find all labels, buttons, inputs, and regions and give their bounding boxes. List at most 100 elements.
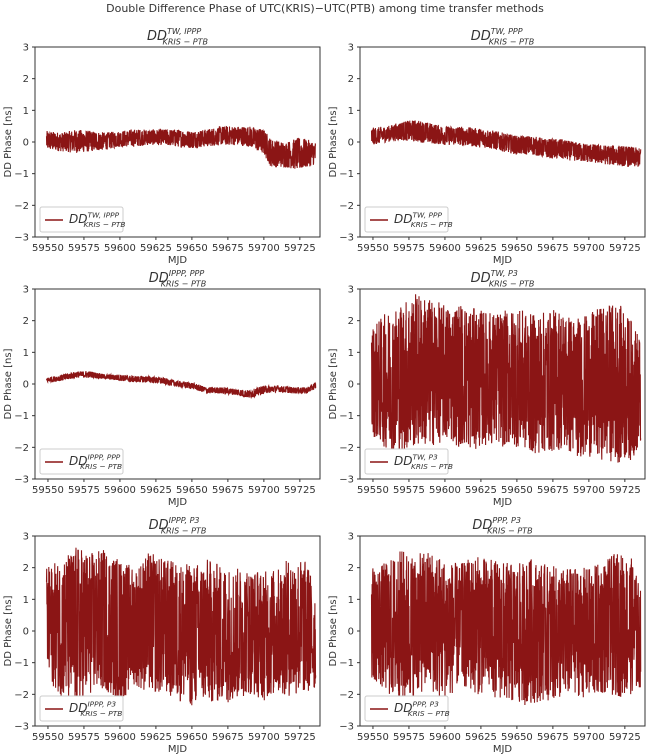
data-series-line	[45, 125, 317, 169]
y-tick-label: −2	[339, 201, 354, 212]
x-tick-label: 59675	[537, 243, 569, 254]
x-tick-label: 59650	[176, 732, 208, 743]
legend-label-sup: IPPP, P3	[87, 700, 116, 709]
legend-label-sup: TW, IPPP	[87, 211, 119, 220]
x-tick-label: 59575	[68, 485, 100, 496]
data-series-line	[370, 120, 642, 167]
y-axis-label: DD Phase [ns]	[3, 106, 14, 177]
x-tick-label: 59600	[104, 732, 136, 743]
y-tick-label: 3	[23, 532, 29, 543]
x-tick-label: 59600	[104, 243, 136, 254]
subplot-title-sup: TW, PPP	[491, 27, 523, 36]
legend-label-main: DD	[69, 454, 87, 468]
y-tick-label: −2	[14, 443, 29, 454]
data-series-line	[370, 294, 642, 463]
legend-label-sub: KRIS − PTB	[80, 462, 122, 471]
legend-label-sup: TW, PPP	[412, 211, 442, 220]
y-axis-label: DD Phase [ns]	[3, 595, 14, 666]
x-axis-label: MJD	[168, 744, 188, 754]
x-tick-label: 59550	[357, 732, 389, 743]
x-tick-label: 59700	[248, 485, 280, 496]
y-tick-label: −3	[14, 722, 29, 733]
subplot-title-main: DD	[149, 518, 169, 533]
y-tick-label: −1	[339, 658, 354, 669]
legend-label-main: DD	[394, 212, 412, 226]
x-tick-label: 59725	[284, 732, 316, 743]
y-tick-label: −2	[339, 443, 354, 454]
x-tick-label: 59675	[537, 732, 569, 743]
subplot-title: DDPPP, P3 KRIS − PTB	[472, 516, 533, 535]
x-tick-label: 59650	[501, 243, 533, 254]
x-tick-label: 59575	[393, 243, 425, 254]
legend-label: DDTW, PPP KRIS − PTB	[394, 211, 453, 230]
y-tick-label: −1	[14, 411, 29, 422]
y-tick-label: 2	[348, 563, 354, 574]
x-tick-label: 59650	[501, 485, 533, 496]
legend: DDPPP, P3 KRIS − PTB	[364, 695, 450, 722]
x-tick-label: 59625	[465, 485, 497, 496]
legend-label-main: DD	[394, 701, 412, 715]
y-tick-label: −3	[339, 475, 354, 486]
legend: DDIPPP, P3 KRIS − PTB	[39, 695, 124, 722]
y-tick-label: 3	[348, 43, 354, 54]
y-tick-label: −3	[14, 475, 29, 486]
y-axis-label: DD Phase [ns]	[328, 348, 339, 419]
legend: DDTW, P3 KRIS − PTB	[364, 448, 453, 475]
x-tick-label: 59700	[573, 732, 605, 743]
y-tick-label: −1	[339, 169, 354, 180]
x-axis-label: MJD	[493, 255, 513, 266]
x-axis-label: MJD	[493, 497, 513, 508]
legend-label: DDIPPP, PPP KRIS − PTB	[69, 453, 122, 472]
subplot-title-main: DD	[147, 29, 167, 44]
y-tick-label: −3	[339, 233, 354, 244]
y-tick-label: 0	[23, 138, 29, 149]
subplot-title-sup: TW, IPPP	[167, 27, 201, 36]
y-tick-label: −3	[339, 722, 354, 733]
subplot-title-main: DD	[472, 518, 492, 533]
data-series-line	[370, 551, 642, 706]
y-tick-label: −1	[14, 658, 29, 669]
y-tick-label: 2	[23, 74, 29, 85]
legend-label: DDTW, IPPP KRIS − PTB	[69, 211, 126, 230]
x-tick-label: 59675	[212, 243, 244, 254]
legend: DDTW, PPP KRIS − PTB	[364, 206, 453, 233]
subplot-title-sub: KRIS − PTB	[487, 527, 533, 536]
y-tick-label: 1	[348, 106, 354, 117]
x-tick-label: 59725	[284, 485, 316, 496]
y-tick-label: 0	[348, 627, 354, 638]
subplot-title-sup: PPP, P3	[492, 516, 521, 525]
legend-box	[39, 206, 124, 233]
subplot-title: DDTW, P3 KRIS − PTB	[471, 269, 535, 288]
x-tick-label: 59625	[465, 732, 497, 743]
x-axis-label: MJD	[493, 744, 513, 754]
y-tick-label: 1	[348, 595, 354, 606]
y-tick-label: 2	[348, 74, 354, 85]
y-tick-label: −2	[339, 690, 354, 701]
subplot-title: DDIPPP, PPP KRIS − PTB	[149, 269, 207, 288]
x-tick-label: 59600	[429, 485, 461, 496]
y-tick-label: −2	[14, 201, 29, 212]
y-axis-label: DD Phase [ns]	[328, 595, 339, 666]
x-tick-label: 59550	[32, 243, 64, 254]
x-tick-label: 59700	[248, 732, 280, 743]
y-tick-label: 1	[23, 348, 29, 359]
x-tick-label: 59550	[357, 485, 389, 496]
legend-label-sub: KRIS − PTB	[408, 709, 450, 718]
x-tick-label: 59725	[609, 732, 641, 743]
x-tick-label: 59550	[32, 485, 64, 496]
x-tick-label: 59700	[573, 243, 605, 254]
legend-label-sub: KRIS − PTB	[83, 220, 125, 229]
subplot-title: DDTW, IPPP KRIS − PTB	[147, 27, 209, 46]
x-tick-label: 59625	[465, 243, 497, 254]
x-tick-label: 59600	[429, 243, 461, 254]
x-axis-label: MJD	[168, 255, 188, 266]
y-axis-label: DD Phase [ns]	[328, 106, 339, 177]
y-axis-label: DD Phase [ns]	[3, 348, 14, 419]
x-tick-label: 59600	[429, 732, 461, 743]
legend-box	[364, 448, 449, 475]
